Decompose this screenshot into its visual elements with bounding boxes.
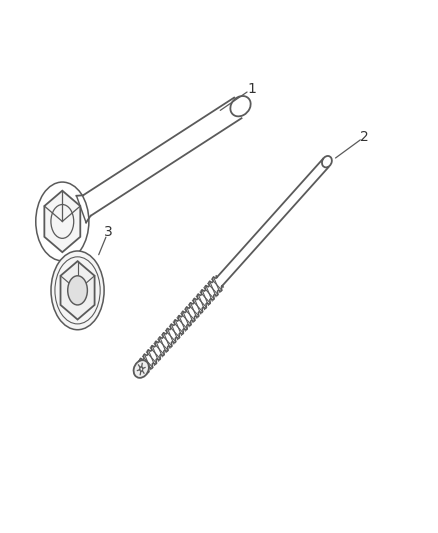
Polygon shape xyxy=(60,261,95,319)
Polygon shape xyxy=(44,191,80,252)
Ellipse shape xyxy=(68,276,88,305)
Text: 1: 1 xyxy=(247,82,256,96)
Ellipse shape xyxy=(51,251,104,330)
Ellipse shape xyxy=(134,360,149,378)
Text: 2: 2 xyxy=(360,130,369,143)
Text: 3: 3 xyxy=(104,225,113,239)
